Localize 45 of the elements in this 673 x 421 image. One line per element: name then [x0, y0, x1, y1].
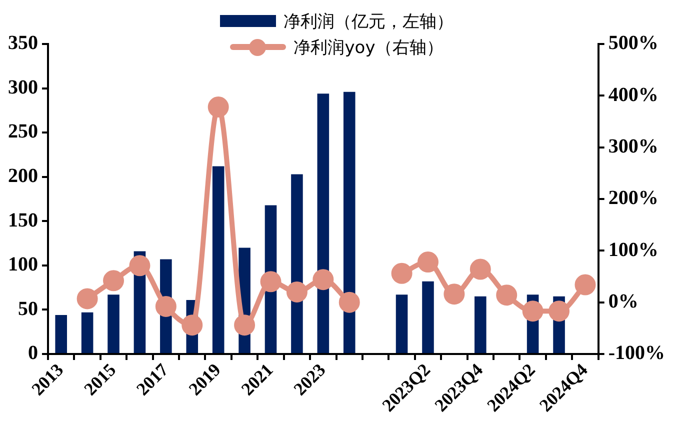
y2-tick-label: 500%: [608, 32, 658, 54]
point: [182, 314, 203, 336]
y-tick-label: 100: [8, 254, 38, 276]
point: [548, 300, 570, 322]
y-tick-label: 250: [8, 120, 38, 143]
bar: [422, 281, 434, 354]
point: [496, 284, 518, 306]
point: [155, 296, 176, 317]
y-tick-label: 350: [8, 32, 38, 54]
point: [338, 292, 360, 313]
y2-tick-label: 0%: [608, 290, 638, 313]
y2-tick-label: 200%: [608, 187, 658, 210]
point: [208, 96, 229, 118]
legend-label: 净利润（亿元，左轴）: [284, 10, 454, 32]
point: [129, 255, 150, 276]
y-tick-label: 200: [8, 165, 38, 188]
point: [312, 269, 334, 290]
point: [103, 270, 124, 292]
bar: [317, 94, 330, 354]
y2-tick-label: 400%: [608, 84, 658, 106]
point: [286, 282, 308, 303]
point: [417, 252, 438, 273]
point: [234, 314, 256, 336]
legend-label: 净利润yoy（右轴）: [294, 36, 444, 58]
point: [522, 300, 544, 322]
y-tick-label: 150: [8, 209, 38, 232]
point: [444, 284, 465, 305]
y2-tick-label: 100%: [608, 238, 658, 261]
bar: [474, 296, 486, 354]
bar: [81, 312, 94, 354]
y2-tick-label: 300%: [608, 136, 658, 158]
point: [391, 262, 412, 284]
bar: [55, 315, 67, 354]
y-tick-label: 0: [28, 342, 38, 364]
bar: [343, 92, 356, 354]
point: [260, 271, 282, 292]
point: [76, 288, 98, 310]
y-tick-label: 300: [8, 76, 38, 98]
point: [574, 274, 596, 296]
bar: [396, 294, 408, 354]
y-tick-label: 50: [18, 298, 38, 320]
bar: [212, 166, 224, 354]
bar: [108, 294, 120, 354]
point: [470, 258, 491, 280]
y2-tick-label: -100%: [608, 342, 666, 364]
